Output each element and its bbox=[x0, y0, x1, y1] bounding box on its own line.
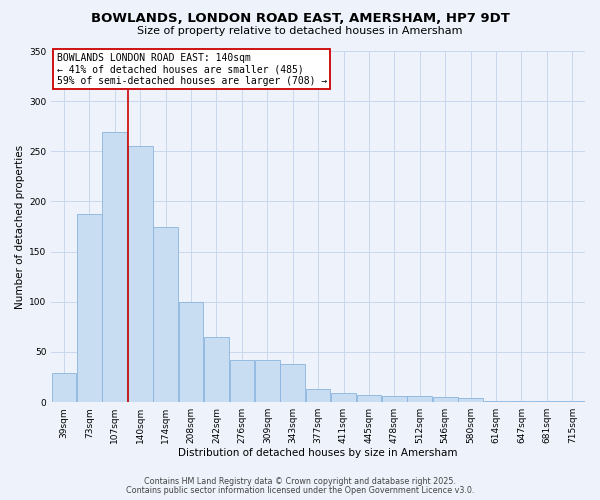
Bar bbox=[230, 360, 254, 402]
Bar bbox=[331, 393, 356, 402]
Bar bbox=[407, 396, 432, 402]
Bar bbox=[356, 395, 381, 402]
Bar bbox=[509, 401, 534, 402]
Text: Contains public sector information licensed under the Open Government Licence v3: Contains public sector information licen… bbox=[126, 486, 474, 495]
Bar bbox=[179, 302, 203, 402]
Bar bbox=[280, 364, 305, 402]
Text: BOWLANDS, LONDON ROAD EAST, AMERSHAM, HP7 9DT: BOWLANDS, LONDON ROAD EAST, AMERSHAM, HP… bbox=[91, 12, 509, 26]
Bar bbox=[204, 337, 229, 402]
Bar bbox=[154, 226, 178, 402]
Bar bbox=[103, 132, 127, 402]
Bar bbox=[77, 214, 102, 402]
Text: BOWLANDS LONDON ROAD EAST: 140sqm
← 41% of detached houses are smaller (485)
59%: BOWLANDS LONDON ROAD EAST: 140sqm ← 41% … bbox=[56, 53, 327, 86]
Y-axis label: Number of detached properties: Number of detached properties bbox=[15, 144, 25, 308]
Text: Size of property relative to detached houses in Amersham: Size of property relative to detached ho… bbox=[137, 26, 463, 36]
Bar bbox=[433, 397, 458, 402]
Bar bbox=[52, 373, 76, 402]
Bar bbox=[484, 401, 508, 402]
Bar bbox=[255, 360, 280, 402]
Bar bbox=[560, 401, 584, 402]
Bar bbox=[306, 389, 331, 402]
X-axis label: Distribution of detached houses by size in Amersham: Distribution of detached houses by size … bbox=[178, 448, 458, 458]
Bar bbox=[535, 401, 559, 402]
Text: Contains HM Land Registry data © Crown copyright and database right 2025.: Contains HM Land Registry data © Crown c… bbox=[144, 477, 456, 486]
Bar bbox=[128, 146, 152, 402]
Bar bbox=[458, 398, 483, 402]
Bar bbox=[382, 396, 407, 402]
